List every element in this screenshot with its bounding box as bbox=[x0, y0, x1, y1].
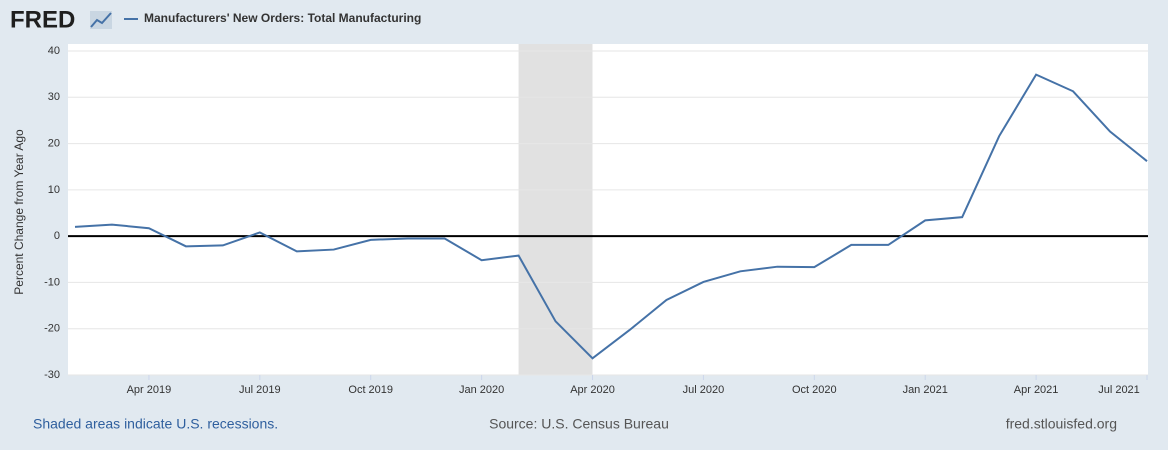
x-tick-label: Jan 2021 bbox=[903, 384, 948, 396]
x-tick-label: Jul 2019 bbox=[239, 384, 281, 396]
y-tick-label: 20 bbox=[48, 137, 60, 149]
x-tick-label: Apr 2020 bbox=[570, 384, 615, 396]
y-tick-label: -20 bbox=[44, 323, 60, 335]
x-tick-label: Oct 2019 bbox=[348, 384, 393, 396]
plot-background bbox=[68, 44, 1148, 375]
x-tick-label: Oct 2020 bbox=[792, 384, 837, 396]
site[interactable]: fred.stlouisfed.org bbox=[1006, 416, 1117, 432]
y-tick-label: 0 bbox=[54, 230, 60, 242]
recession-note[interactable]: Shaded areas indicate U.S. recessions. bbox=[33, 416, 278, 432]
y-axis-label: Percent Change from Year Ago bbox=[12, 129, 26, 295]
y-tick-label: 10 bbox=[48, 184, 60, 196]
x-tick-label: Apr 2019 bbox=[127, 384, 172, 396]
series-line bbox=[74, 73, 1148, 360]
x-tick-label: Jan 2020 bbox=[459, 384, 504, 396]
x-tick-label: Jul 2020 bbox=[683, 384, 725, 396]
recession-shade bbox=[518, 44, 593, 375]
source: Source: U.S. Census Bureau bbox=[489, 416, 669, 432]
x-tick-label: Jul 2021 bbox=[1098, 384, 1140, 396]
y-tick-label: 40 bbox=[48, 45, 60, 57]
legend-label: Manufacturers' New Orders: Total Manufac… bbox=[144, 11, 421, 25]
y-tick-label: -10 bbox=[44, 276, 60, 288]
logo-icon bbox=[90, 11, 112, 29]
logo: FRED bbox=[10, 6, 75, 33]
y-tick-label: -30 bbox=[44, 369, 60, 381]
y-tick-label: 30 bbox=[48, 91, 60, 103]
x-tick-label: Apr 2021 bbox=[1014, 384, 1059, 396]
